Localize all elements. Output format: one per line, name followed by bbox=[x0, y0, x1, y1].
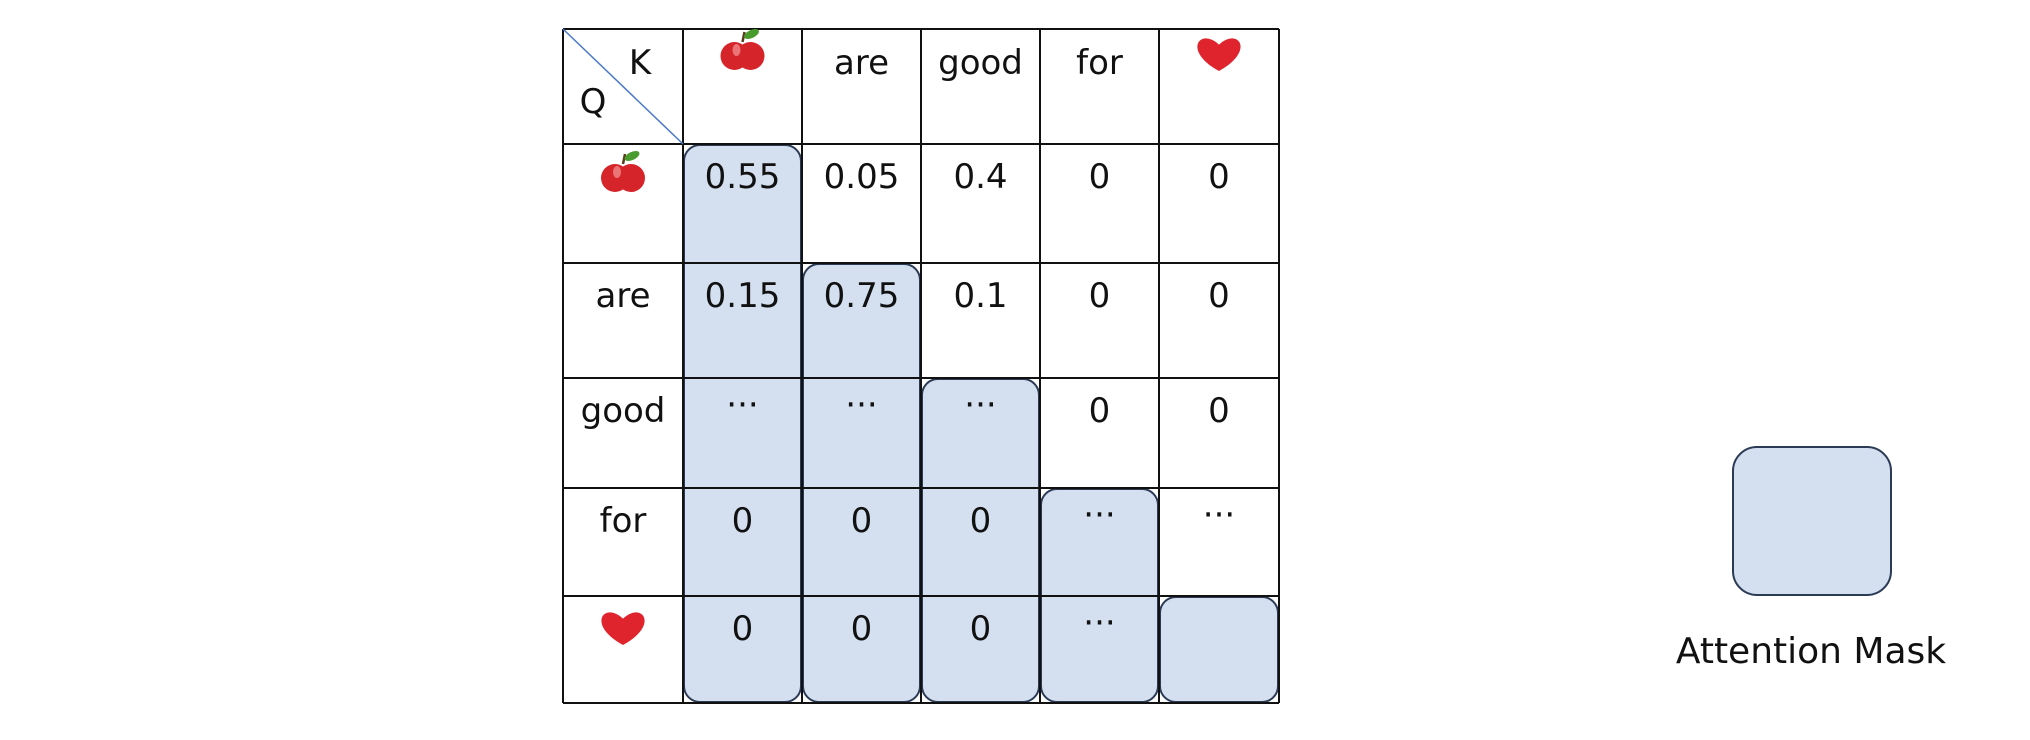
legend-label: Attention Mask bbox=[1676, 631, 1946, 672]
query-header: good bbox=[581, 391, 666, 431]
attention-weight-cell: 0 bbox=[1089, 276, 1111, 316]
key-header: good bbox=[938, 43, 1023, 83]
attention-weight-cell: 0.05 bbox=[824, 157, 900, 197]
query-axis-label: Q bbox=[580, 82, 607, 122]
attention-weight-cell: 0 bbox=[732, 609, 754, 649]
attention-weight-cell: 0 bbox=[732, 501, 754, 541]
key-header: are bbox=[834, 43, 889, 83]
apple-icon bbox=[720, 29, 765, 70]
attention-weight-cell: 0 bbox=[1208, 157, 1230, 197]
corner-header-cell: K Q bbox=[562, 28, 684, 145]
corner-diagonal bbox=[562, 28, 684, 145]
attention-weight-cell: 0.55 bbox=[705, 157, 781, 197]
attention-weight-cell: 0.1 bbox=[953, 276, 1007, 316]
attention-weight-cell: 0 bbox=[1208, 391, 1230, 431]
attention-weight-cell: 0 bbox=[1089, 391, 1111, 431]
attention-weight-cell: 0.15 bbox=[705, 276, 781, 316]
heart-icon bbox=[601, 612, 645, 645]
legend-mask-swatch bbox=[1732, 446, 1892, 596]
mask-column bbox=[1159, 596, 1279, 703]
heart-icon bbox=[1197, 38, 1241, 71]
attention-weight-cell: ··· bbox=[845, 385, 877, 425]
attention-weight-cell: 0 bbox=[851, 501, 873, 541]
legend: Attention Mask bbox=[1676, 446, 1946, 672]
attention-mask-columns bbox=[683, 144, 1279, 703]
attention-weight-cell: ··· bbox=[1083, 495, 1115, 535]
attention-weight-cell: ··· bbox=[1083, 603, 1115, 643]
attention-matrix-labels: are good for are good for 0.55 0.05 0.4 0 0 0.15 0.7… bbox=[581, 29, 1241, 649]
attention-weight-cell: 0 bbox=[970, 609, 992, 649]
query-header: for bbox=[600, 501, 647, 541]
attention-weight-cell: 0 bbox=[851, 609, 873, 649]
key-header: for bbox=[1076, 43, 1123, 83]
attention-weight-cell: 0.75 bbox=[824, 276, 900, 316]
attention-weight-cell: 0.4 bbox=[953, 157, 1007, 197]
key-axis-label: K bbox=[629, 43, 653, 83]
query-header: are bbox=[596, 276, 651, 316]
attention-weight-cell: 0 bbox=[970, 501, 992, 541]
attention-weight-cell: ··· bbox=[726, 385, 758, 425]
attention-weight-cell: ··· bbox=[1203, 495, 1235, 535]
attention-weight-cell: 0 bbox=[1089, 157, 1111, 197]
apple-icon bbox=[601, 151, 645, 192]
attention-weight-cell: 0 bbox=[1208, 276, 1230, 316]
attention-weight-cell: ··· bbox=[964, 385, 996, 425]
